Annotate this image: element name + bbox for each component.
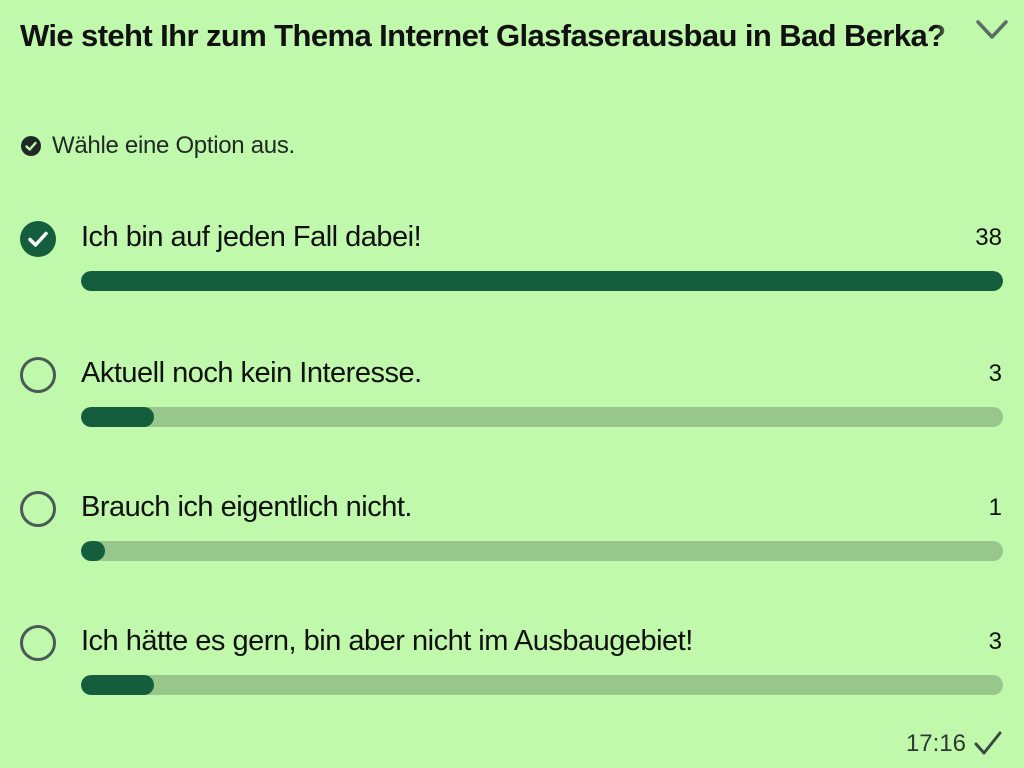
poll-option[interactable]: Ich hätte es gern, bin aber nicht im Aus… xyxy=(0,616,1024,716)
vote-count[interactable]: 38 xyxy=(975,224,1002,251)
vote-bar-track xyxy=(81,541,1003,561)
radio-checked-icon[interactable] xyxy=(20,221,56,257)
vote-count[interactable]: 3 xyxy=(988,360,1002,387)
single-check-icon xyxy=(974,731,1002,755)
vote-bar-track xyxy=(81,407,1003,427)
vote-count[interactable]: 1 xyxy=(988,494,1002,521)
vote-bar-fill xyxy=(81,271,1003,291)
poll-option[interactable]: Brauch ich eigentlich nicht. 1 xyxy=(0,482,1024,582)
radio-unchecked-icon[interactable] xyxy=(20,491,56,527)
vote-bar-track xyxy=(81,271,1003,291)
poll-option[interactable]: Ich bin auf jeden Fall dabei! 38 xyxy=(0,212,1024,312)
option-label: Ich bin auf jeden Fall dabei! xyxy=(81,221,422,253)
option-label: Ich hätte es gern, bin aber nicht im Aus… xyxy=(81,625,693,657)
radio-unchecked-icon[interactable] xyxy=(20,625,56,661)
vote-count[interactable]: 3 xyxy=(988,628,1002,655)
option-label: Brauch ich eigentlich nicht. xyxy=(81,491,412,523)
option-label: Aktuell noch kein Interesse. xyxy=(81,357,422,389)
hint-text: Wähle eine Option aus. xyxy=(52,132,295,159)
radio-unchecked-icon[interactable] xyxy=(20,357,56,393)
poll-question: Wie steht Ihr zum Thema Internet Glasfas… xyxy=(20,18,946,53)
vote-bar-fill xyxy=(81,675,154,695)
vote-bar-track xyxy=(81,675,1003,695)
poll-hint: Wähle eine Option aus. xyxy=(20,132,295,160)
vote-bar-fill xyxy=(81,541,106,561)
vote-bar-fill xyxy=(81,407,154,427)
poll-option[interactable]: Aktuell noch kein Interesse. 3 xyxy=(0,348,1024,448)
chevron-down-icon[interactable] xyxy=(975,18,1009,42)
message-time: 17:16 xyxy=(905,730,966,757)
check-circle-icon xyxy=(21,136,41,156)
